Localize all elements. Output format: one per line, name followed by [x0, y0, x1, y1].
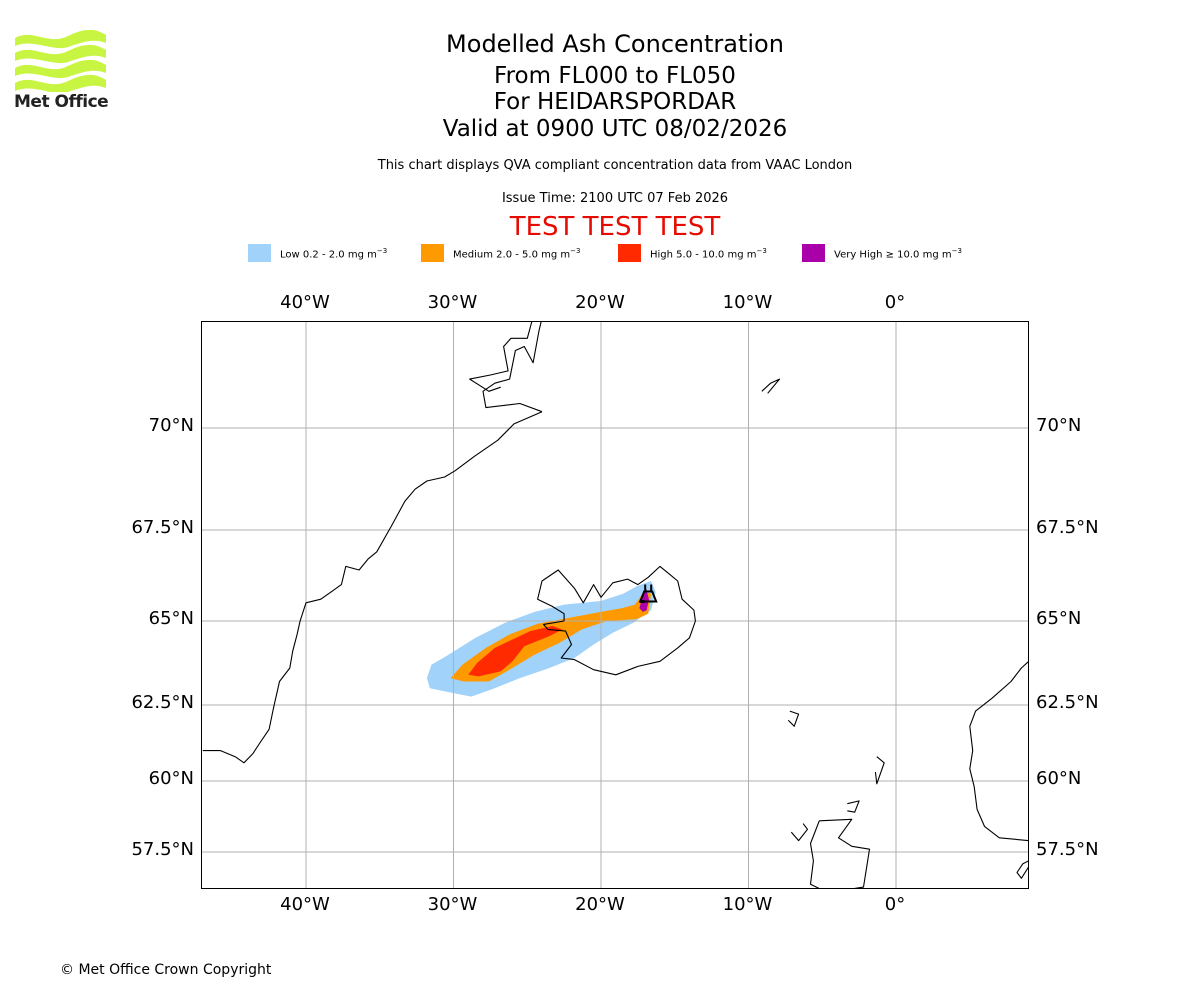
coastline-greenland-north	[482, 322, 543, 413]
lat-tick-label-right: 62.5°N	[1036, 692, 1099, 713]
lon-tick-label-bottom: 10°W	[722, 894, 773, 915]
lon-tick-label-bottom: 20°W	[575, 894, 625, 915]
lat-tick-label-right: 65°N	[1036, 608, 1082, 629]
lat-tick-label-right: 57.5°N	[1036, 839, 1099, 860]
coastline-jan-mayen	[761, 378, 781, 394]
coastline-greenland-east	[202, 411, 543, 764]
chart-description: This chart displays QVA compliant concen…	[377, 158, 853, 173]
coastline-denmark	[1016, 860, 1028, 879]
lon-tick-label-bottom: 40°W	[280, 894, 330, 915]
legend-label-very-high: Very High ≥ 10.0 mg m−3	[834, 247, 962, 261]
valid-time: Valid at 0900 UTC 08/02/2026	[442, 116, 788, 142]
lat-tick-label-right: 67.5°N	[1036, 517, 1099, 538]
coastline-lewis	[790, 823, 809, 842]
issue-time: Issue Time: 2100 UTC 07 Feb 2026	[501, 191, 729, 206]
lat-tick-label-left: 62.5°N	[131, 692, 194, 713]
logo-wave	[15, 59, 106, 79]
legend-swatch-high	[618, 244, 641, 262]
logo-wave	[15, 44, 106, 64]
coastline-shetland	[874, 756, 885, 785]
logo-wave	[15, 29, 106, 49]
met-office-waves-icon	[15, 29, 106, 94]
lon-tick-label-top: 30°W	[427, 292, 478, 313]
lat-tick-label-right: 70°N	[1036, 415, 1082, 436]
coastline-faroe	[787, 710, 800, 727]
coastline-scotland	[809, 818, 871, 888]
legend-swatch-very-high	[802, 244, 825, 262]
lon-tick-label-bottom: 30°W	[427, 894, 478, 915]
coastline-greenland-bay	[469, 322, 533, 392]
logo-wave	[15, 74, 106, 94]
flight-level-range: From FL000 to FL050	[494, 63, 736, 89]
coastlines	[202, 322, 1028, 888]
ash-area-high	[468, 626, 563, 677]
coastline-iceland	[537, 565, 696, 676]
coastline-orkney	[847, 800, 860, 813]
legend-swatch-medium	[421, 244, 444, 262]
test-banner: TEST TEST TEST	[509, 212, 721, 242]
lat-tick-label-left: 57.5°N	[131, 839, 194, 860]
lon-tick-label-top: 20°W	[575, 292, 625, 313]
ash-concentration-layer	[426, 581, 656, 697]
lon-tick-label-bottom: 0°	[884, 894, 906, 915]
copyright-notice: © Met Office Crown Copyright	[60, 962, 272, 978]
volcano-icon	[638, 584, 658, 603]
lat-tick-label-left: 70°N	[148, 415, 194, 436]
chart-title: Modelled Ash Concentration	[446, 30, 784, 58]
lat-tick-label-left: 65°N	[148, 608, 194, 629]
lat-tick-label-left: 60°N	[148, 768, 194, 789]
legend-label-medium: Medium 2.0 - 5.0 mg m−3	[453, 247, 581, 261]
map-canvas[interactable]	[202, 322, 1029, 889]
met-office-logo	[13, 29, 108, 112]
graticule	[202, 322, 1028, 888]
legend-swatch-low	[248, 244, 271, 262]
lon-tick-label-top: 40°W	[280, 292, 330, 313]
logo-text: Met Office	[14, 92, 109, 112]
volcano-name: For HEIDARSPORDAR	[493, 89, 737, 115]
lon-tick-label-top: 0°	[884, 292, 906, 313]
lat-tick-label-right: 60°N	[1036, 768, 1082, 789]
map-panel[interactable]	[201, 321, 1029, 889]
legend-label-low: Low 0.2 - 2.0 mg m−3	[280, 247, 388, 261]
lon-tick-label-top: 10°W	[722, 292, 773, 313]
coastline-norway	[969, 661, 1028, 842]
legend-label-high: High 5.0 - 10.0 mg m−3	[650, 247, 767, 261]
volcano-marker-layer	[638, 584, 658, 603]
lat-tick-label-left: 67.5°N	[131, 517, 194, 538]
